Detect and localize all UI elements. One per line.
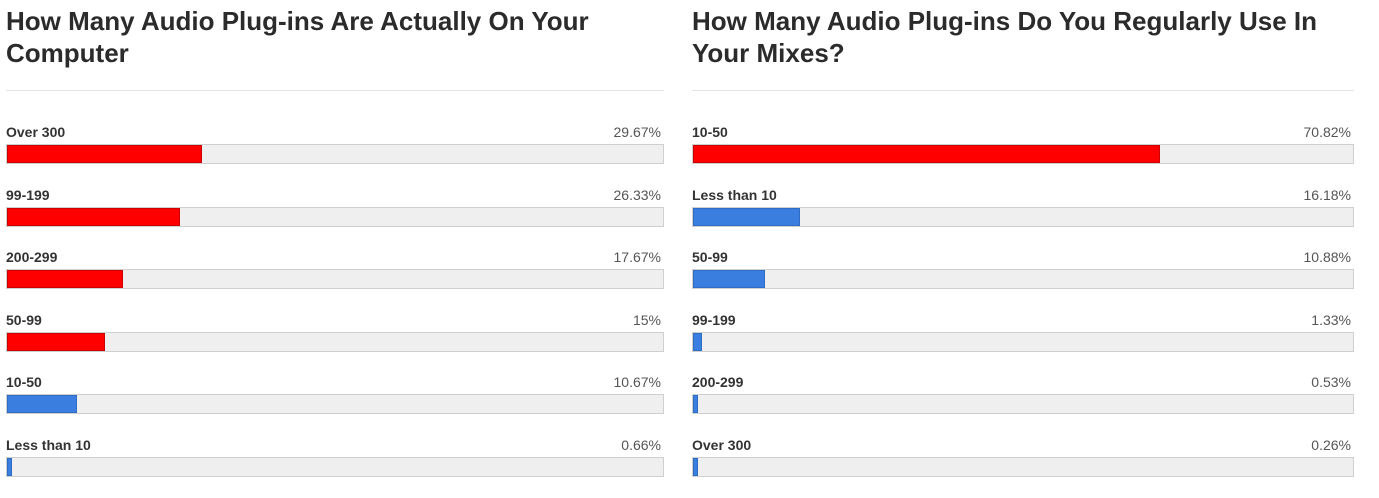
category-label: Over 300 [6, 123, 65, 141]
value-label: 10.88% [1304, 248, 1351, 266]
bar [693, 208, 800, 226]
divider [692, 90, 1354, 91]
value-label: 26.33% [614, 186, 661, 204]
bar-row: 10-50 10.67% [6, 373, 664, 436]
bar-list: Over 300 29.67% 99-199 26.33% 200-299 17.67% 5… [6, 123, 664, 498]
category-label: 99-199 [6, 186, 50, 204]
category-label: 200-299 [6, 248, 57, 266]
value-label: 70.82% [1304, 123, 1351, 141]
value-label: 10.67% [614, 373, 661, 391]
bar-track [692, 332, 1354, 352]
bar-track [692, 144, 1354, 164]
category-label: Less than 10 [6, 436, 91, 454]
bar [693, 395, 698, 413]
value-label: 29.67% [614, 123, 661, 141]
poll-plugins-used: How Many Audio Plug-ins Do You Regularly… [692, 0, 1354, 69]
bar-track [692, 394, 1354, 414]
bar [7, 333, 105, 351]
bar-row: Over 300 29.67% [6, 123, 664, 186]
bar-row: Less than 10 16.18% [692, 186, 1354, 249]
bar-row: Less than 10 0.66% [6, 436, 664, 498]
value-label: 0.66% [621, 436, 661, 454]
bar-row: 10-50 70.82% [692, 123, 1354, 186]
bar-track [6, 144, 664, 164]
bar [7, 458, 12, 476]
bar-track [6, 457, 664, 477]
bar-list: 10-50 70.82% Less than 10 16.18% 50-99 10.88%… [692, 123, 1354, 498]
value-label: 0.26% [1311, 436, 1351, 454]
category-label: 50-99 [6, 311, 42, 329]
poll-plugins-installed: How Many Audio Plug-ins Are Actually On … [6, 0, 664, 69]
bar [693, 333, 702, 351]
category-label: Less than 10 [692, 186, 777, 204]
bar-row: 99-199 1.33% [692, 311, 1354, 374]
bar-row: 99-199 26.33% [6, 186, 664, 249]
category-label: 10-50 [692, 123, 728, 141]
bar-row: 50-99 10.88% [692, 248, 1354, 311]
bar [7, 145, 202, 163]
category-label: 10-50 [6, 373, 42, 391]
value-label: 15% [633, 311, 661, 329]
bar [693, 458, 698, 476]
bar [7, 395, 77, 413]
bar [693, 145, 1160, 163]
bar [7, 270, 123, 288]
bar-track [6, 332, 664, 352]
bar-track [692, 457, 1354, 477]
bar-track [6, 207, 664, 227]
category-label: 200-299 [692, 373, 743, 391]
bar-track [6, 394, 664, 414]
bar-track [692, 269, 1354, 289]
divider [6, 90, 664, 91]
bar-row: 200-299 17.67% [6, 248, 664, 311]
bar-track [692, 207, 1354, 227]
category-label: 99-199 [692, 311, 736, 329]
category-label: 50-99 [692, 248, 728, 266]
value-label: 0.53% [1311, 373, 1351, 391]
value-label: 16.18% [1304, 186, 1351, 204]
bar [693, 270, 765, 288]
bar-row: 50-99 15% [6, 311, 664, 374]
bar-row: Over 300 0.26% [692, 436, 1354, 498]
bar [7, 208, 180, 226]
value-label: 1.33% [1311, 311, 1351, 329]
bar-row: 200-299 0.53% [692, 373, 1354, 436]
chart-title: How Many Audio Plug-ins Do You Regularly… [692, 0, 1354, 69]
category-label: Over 300 [692, 436, 751, 454]
value-label: 17.67% [614, 248, 661, 266]
chart-title: How Many Audio Plug-ins Are Actually On … [6, 0, 664, 69]
bar-track [6, 269, 664, 289]
